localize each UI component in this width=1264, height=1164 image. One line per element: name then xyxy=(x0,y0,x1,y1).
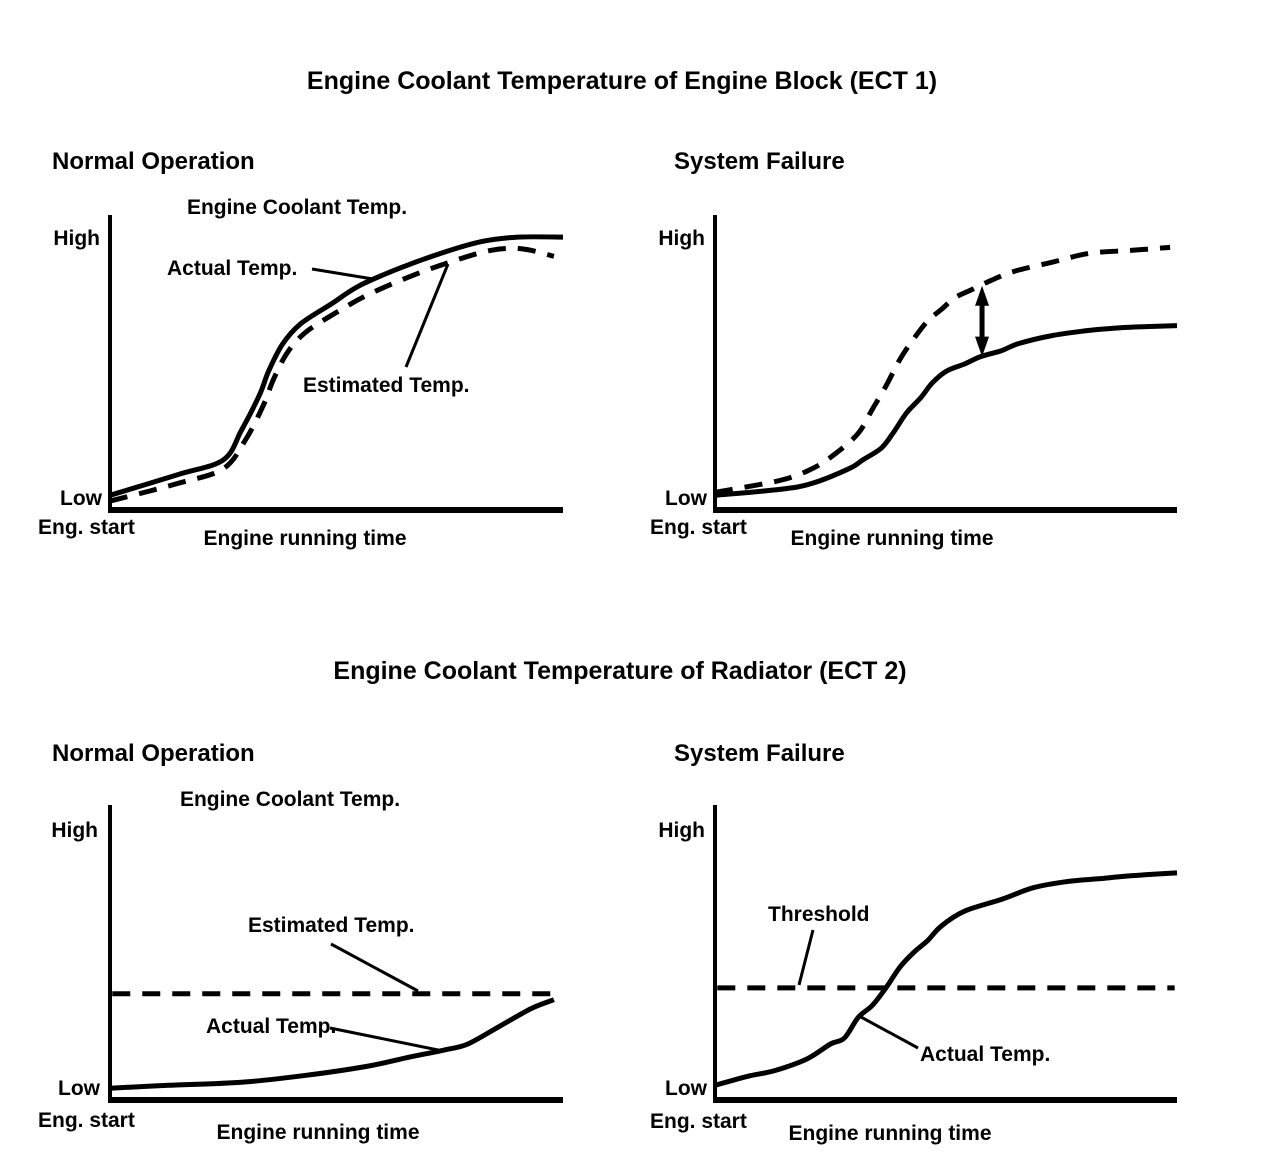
ect2-normal-solid-series-line xyxy=(109,997,555,1091)
ect1-failure-y-low-label: Low xyxy=(665,487,707,510)
ect2-normal-chart-title: Engine Coolant Temp. xyxy=(179,788,401,811)
ect2-normal-x-axis-label: Engine running time xyxy=(216,1121,420,1144)
ect1-normal-origin-label: Eng. start xyxy=(38,516,135,539)
ect2-failure-heading: System Failure xyxy=(674,740,845,767)
ect1-failure-y-high-label: High xyxy=(658,227,705,250)
annotation-leader-line-0 xyxy=(311,267,374,281)
annotation-leader-line-5 xyxy=(860,1015,919,1050)
ect2-failure-origin-label: Eng. start xyxy=(650,1110,747,1133)
ect2-failure-y-low-label: Low xyxy=(665,1077,707,1100)
ect1-failure-solid-series-line xyxy=(714,323,1178,498)
annotation-leader-line-4 xyxy=(797,929,815,986)
ect2-failure-y-high-label: High xyxy=(658,819,705,842)
ect1-failure-x-axis-label: Engine running time xyxy=(790,527,994,550)
ect2-normal-actual-temp-label: Actual Temp. xyxy=(206,1015,337,1038)
ect1-normal-dashed-series-line xyxy=(109,245,555,504)
ect1-normal-estimated-temp-label: Estimated Temp. xyxy=(303,374,470,397)
ect1-normal-chart-title: Engine Coolant Temp. xyxy=(186,196,408,219)
ect1-failure-origin-label: Eng. start xyxy=(650,516,747,539)
ect1-failure-gap-arrow-head-up xyxy=(975,285,990,306)
annotation-leader-line-1 xyxy=(404,263,450,368)
ect2-normal-y-high-label: High xyxy=(51,819,98,842)
ect2-failure-threshold-label: Threshold xyxy=(768,903,870,926)
ect2-failure-x-axis-label: Engine running time xyxy=(788,1122,992,1145)
ect1-failure-gap-arrow-head-down xyxy=(975,336,990,357)
ect1-normal-actual-temp-label: Actual Temp. xyxy=(167,257,298,280)
section-title-ect1: Engine Coolant Temperature of Engine Blo… xyxy=(306,67,938,95)
ect2-failure-solid-series-line xyxy=(714,870,1178,1088)
ect2-normal-y-low-label: Low xyxy=(58,1077,100,1100)
section-title-ect2: Engine Coolant Temperature of Radiator (… xyxy=(333,657,907,685)
ect1-normal-y-low-label: Low xyxy=(60,487,102,510)
ect1-failure-dashed-series-line xyxy=(714,244,1171,495)
ect1-normal-heading: Normal Operation xyxy=(52,148,255,175)
ect1-normal-x-axis-label: Engine running time xyxy=(203,527,407,550)
ect2-normal-heading: Normal Operation xyxy=(52,740,255,767)
ect2-normal-origin-label: Eng. start xyxy=(38,1109,135,1132)
ect1-normal-solid-series-line xyxy=(109,234,564,498)
ect1-normal-y-high-label: High xyxy=(53,227,100,250)
annotation-leader-line-3 xyxy=(329,1026,444,1053)
annotation-leader-line-2 xyxy=(330,942,419,993)
ect2-failure-actual-temp-label: Actual Temp. xyxy=(920,1043,1051,1066)
ect1-failure-heading: System Failure xyxy=(674,148,845,175)
ect2-normal-estimated-temp-label: Estimated Temp. xyxy=(248,914,415,937)
